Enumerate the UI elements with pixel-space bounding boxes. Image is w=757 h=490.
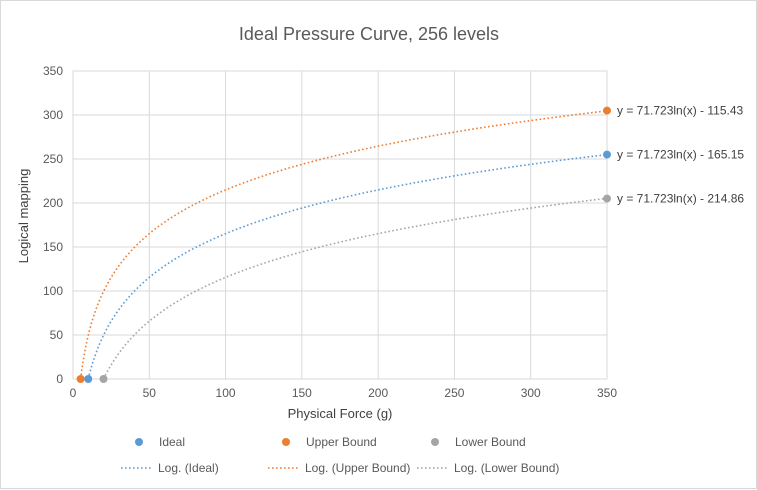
y-tick-label: 50 bbox=[50, 328, 64, 342]
legend-trendline-label: Log. (Lower Bound) bbox=[454, 461, 559, 475]
x-tick-label: 150 bbox=[292, 386, 312, 400]
x-tick-label: 350 bbox=[597, 386, 617, 400]
data-point-upper-bound bbox=[76, 375, 85, 383]
x-tick-label: 100 bbox=[216, 386, 236, 400]
trendlines bbox=[79, 110, 608, 380]
trendline-lower-bound bbox=[102, 197, 608, 380]
y-tick-label: 350 bbox=[43, 64, 63, 78]
legend-marker bbox=[431, 438, 439, 446]
x-tick-label: 250 bbox=[444, 386, 464, 400]
y-tick-label: 100 bbox=[43, 284, 63, 298]
y-tick-label: 300 bbox=[43, 108, 63, 122]
y-tick-label: 250 bbox=[43, 152, 63, 166]
legend-trendline-label: Log. (Upper Bound) bbox=[305, 461, 410, 475]
x-tick-label: 200 bbox=[368, 386, 388, 400]
chart-title: Ideal Pressure Curve, 256 levels bbox=[239, 24, 499, 44]
y-axis-label: Logical mapping bbox=[16, 169, 31, 264]
trendline-equation: y = 71.723ln(x) - 165.15 bbox=[617, 148, 744, 162]
y-tick-label: 200 bbox=[43, 196, 63, 210]
legend-marker bbox=[135, 438, 143, 446]
legend-marker bbox=[282, 438, 290, 446]
y-tick-label: 0 bbox=[56, 372, 63, 386]
trendline-upper-bound bbox=[79, 110, 608, 380]
grid bbox=[72, 70, 608, 380]
tick-labels: 0 50 100 150 200 250 300 350 0 50 100 150 200 250 300 3… bbox=[43, 64, 617, 400]
trendline-ideal bbox=[87, 153, 608, 380]
legend-label: Upper Bound bbox=[306, 435, 377, 449]
data-point-lower-bound bbox=[603, 194, 611, 203]
legend-trendline-label: Log. (Ideal) bbox=[158, 461, 219, 475]
legend-label: Ideal bbox=[159, 435, 185, 449]
data-point-ideal bbox=[603, 150, 611, 159]
data-point-lower-bound bbox=[99, 375, 108, 383]
x-tick-label: 300 bbox=[521, 386, 541, 400]
x-axis-label: Physical Force (g) bbox=[288, 406, 393, 421]
trendline-equations: y = 71.723ln(x) - 165.15 y = 71.723ln(x) … bbox=[617, 104, 744, 206]
y-tick-label: 150 bbox=[43, 240, 63, 254]
legend-label: Lower Bound bbox=[455, 435, 526, 449]
legend: Ideal Log. (Ideal) Upper Bound Log. (Upper … bbox=[121, 435, 559, 475]
x-tick-label: 0 bbox=[70, 386, 77, 400]
trendline-equation: y = 71.723ln(x) - 214.86 bbox=[617, 192, 744, 206]
x-tick-label: 50 bbox=[143, 386, 157, 400]
data-point-ideal bbox=[84, 375, 93, 383]
data-point-upper-bound bbox=[603, 106, 611, 115]
trendline-equation: y = 71.723ln(x) - 115.43 bbox=[617, 104, 744, 118]
data-points bbox=[76, 106, 611, 383]
